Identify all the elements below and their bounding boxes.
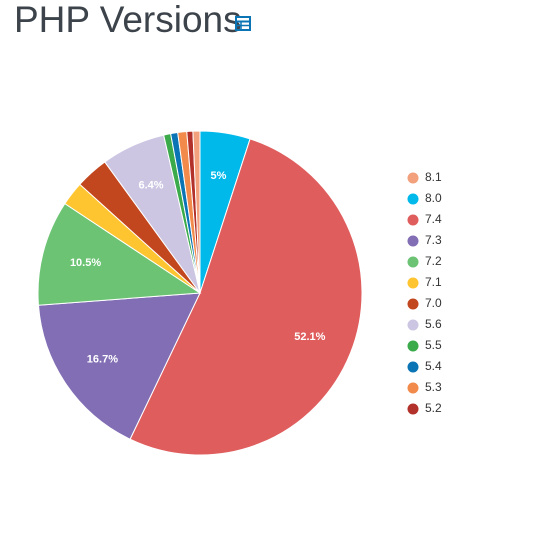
legend-swatch: [407, 340, 419, 352]
legend-label: 7.1: [425, 275, 442, 289]
legend-swatch: [407, 298, 419, 310]
legend-label: 5.4: [425, 359, 442, 373]
legend-label: 7.2: [425, 254, 442, 268]
value-label: 10.5%: [70, 257, 101, 269]
value-label: 52.1%: [294, 331, 325, 343]
legend-swatch: [407, 256, 419, 268]
legend-label: 7.3: [425, 233, 442, 247]
legend-label: 8.1: [425, 170, 442, 184]
pie-slice: [129, 138, 363, 456]
pie-slice: [37, 202, 202, 306]
pie-slice: [192, 130, 201, 294]
legend-swatch: [407, 214, 419, 226]
page-title: PHP Versions: [14, 0, 242, 40]
legend-swatch: [407, 235, 419, 247]
value-label: 16.7%: [87, 354, 118, 366]
icon-frame: [235, 16, 251, 31]
table-icon[interactable]: [235, 16, 251, 31]
pie-slice: [37, 292, 201, 440]
legend-swatch: [407, 319, 419, 331]
legend-label: 5.6: [425, 317, 442, 331]
legend-swatch: [407, 382, 419, 394]
value-label: 6.4%: [138, 179, 163, 191]
legend-swatch: [407, 172, 419, 184]
legend-swatch: [407, 277, 419, 289]
legend-label: 8.0: [425, 191, 442, 205]
legend-swatch: [407, 403, 419, 415]
value-label: 5%: [211, 170, 227, 182]
legend-label: 5.3: [425, 380, 442, 394]
legend-swatch: [407, 193, 419, 205]
legend-label: 5.2: [425, 401, 442, 415]
legend-label: 7.4: [425, 212, 442, 226]
legend-label: 5.5: [425, 338, 442, 352]
legend-label: 7.0: [425, 296, 442, 310]
legend-swatch: [407, 361, 419, 373]
